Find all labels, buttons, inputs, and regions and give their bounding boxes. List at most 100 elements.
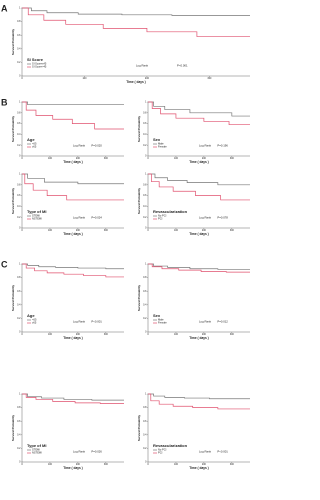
- y-tick-label: 0.4: [17, 133, 21, 136]
- y-tick-label: 0.2: [143, 317, 147, 320]
- survival-curve: [22, 263, 124, 270]
- x-tick-label: 100: [48, 333, 53, 336]
- x-tick-label: 200: [76, 157, 81, 160]
- survival-curve: [22, 263, 124, 278]
- legend-label: SI Score≤45: [32, 62, 47, 66]
- survival-curve: [148, 173, 250, 201]
- y-tick-label: 0.2: [17, 317, 21, 320]
- survival-curve: [22, 7, 250, 37]
- y-tick-label: 0.6: [17, 290, 21, 293]
- legend-title: Revascularization: [153, 209, 188, 214]
- y-tick-label: 0.6: [143, 122, 147, 125]
- x-tick-label: 200: [202, 229, 207, 232]
- legend-label: Female: [158, 321, 167, 325]
- y-tick-label: 0.2: [17, 447, 21, 450]
- survival-curve: [22, 101, 124, 130]
- y-tick-label: 0: [19, 227, 21, 230]
- y-tick-label: 1: [19, 173, 21, 176]
- y-tick-label: 0.8: [143, 276, 147, 279]
- legend-label: NSTEMI: [32, 217, 42, 221]
- legend-title: Revascularization: [153, 443, 188, 448]
- y-axis-label: Survival Probability: [11, 29, 15, 56]
- annotation: Log Rank: [73, 216, 86, 220]
- y-tick-label: 0.8: [143, 111, 147, 114]
- x-axis-label: Time ( days ): [189, 232, 208, 236]
- annotation: Log Rank: [199, 320, 212, 324]
- legend-title: Age: [27, 137, 35, 142]
- x-axis-label: Time ( days ): [189, 160, 208, 164]
- x-tick-label: 0: [147, 463, 149, 466]
- legend-label: <65: [32, 142, 37, 146]
- legend-label: PCI: [158, 451, 163, 455]
- x-axis-label: Time ( days ): [63, 466, 82, 470]
- y-tick-label: 1: [19, 393, 21, 396]
- y-axis-label: Survival Probability: [11, 285, 15, 312]
- y-tick-label: 0.6: [143, 420, 147, 423]
- y-tick-label: 1: [19, 101, 21, 104]
- x-tick-label: 0: [21, 333, 23, 336]
- panel-label: B: [1, 97, 8, 107]
- x-tick-label: 200: [202, 463, 207, 466]
- y-tick-label: 1: [19, 7, 21, 10]
- y-tick-label: 0.4: [17, 303, 21, 306]
- y-tick-label: 1: [19, 263, 21, 266]
- x-axis-label: Time ( days ): [63, 336, 82, 340]
- survival-curve: [22, 173, 124, 201]
- x-tick-label: 300: [230, 229, 235, 232]
- y-tick-label: 0: [19, 461, 21, 464]
- y-tick-label: 0.8: [17, 20, 21, 23]
- x-tick-label: 300: [104, 463, 109, 466]
- legend-label: No PCI: [158, 214, 167, 218]
- y-tick-label: 0.4: [17, 433, 21, 436]
- survival-curve: [148, 263, 250, 273]
- x-tick-label: 100: [174, 229, 179, 232]
- legend-label: Female: [158, 145, 167, 149]
- x-axis-label: Time ( days ): [189, 466, 208, 470]
- y-tick-label: 0.2: [143, 216, 147, 219]
- x-tick-label: 0: [21, 229, 23, 232]
- p-value: P=0.026: [91, 450, 102, 454]
- p-value: P=0.012: [217, 320, 228, 324]
- x-tick-label: 100: [48, 463, 53, 466]
- y-tick-label: 0.4: [143, 205, 147, 208]
- legend-label: PCI: [158, 217, 163, 221]
- x-tick-label: 300: [230, 463, 235, 466]
- x-axis-label: Time ( days ): [189, 336, 208, 340]
- legend-label: STEMI: [32, 214, 40, 218]
- survival-curve: [22, 393, 124, 404]
- y-tick-label: 0.8: [17, 183, 21, 186]
- annotation: Log Rank: [136, 64, 149, 68]
- y-axis-label: Survival Probability: [11, 188, 15, 215]
- y-tick-label: 0: [19, 75, 21, 78]
- x-tick-label: 0: [147, 333, 149, 336]
- y-tick-label: 0: [145, 461, 147, 464]
- x-tick-label: 200: [202, 157, 207, 160]
- y-tick-label: 1: [145, 393, 147, 396]
- x-tick-label: 200: [76, 463, 81, 466]
- x-tick-label: 100: [48, 157, 53, 160]
- x-axis-label: Time ( days ): [126, 80, 145, 84]
- y-tick-label: 0: [145, 331, 147, 334]
- x-tick-label: 300: [230, 157, 235, 160]
- x-tick-label: 100: [82, 77, 87, 80]
- y-tick-label: 0.2: [17, 216, 21, 219]
- y-tick-label: 0.4: [17, 205, 21, 208]
- annotation: Log Rank: [199, 216, 212, 220]
- annotation: Log Rank: [199, 450, 212, 454]
- x-tick-label: 200: [145, 77, 150, 80]
- y-tick-label: 0.8: [17, 276, 21, 279]
- annotation: Log Rank: [73, 144, 86, 148]
- y-tick-label: 1: [145, 101, 147, 104]
- annotation: Log Rank: [199, 144, 212, 148]
- y-tick-label: 0.8: [143, 406, 147, 409]
- survival-curve: [22, 7, 250, 16]
- legend-label: ≥65: [32, 321, 37, 325]
- legend-title: Sex: [153, 137, 161, 142]
- y-tick-label: 0.4: [143, 433, 147, 436]
- x-tick-label: 100: [48, 229, 53, 232]
- x-tick-label: 0: [21, 157, 23, 160]
- y-axis-label: Survival Probability: [137, 188, 141, 215]
- x-tick-label: 100: [174, 333, 179, 336]
- legend-label: <65: [32, 318, 37, 322]
